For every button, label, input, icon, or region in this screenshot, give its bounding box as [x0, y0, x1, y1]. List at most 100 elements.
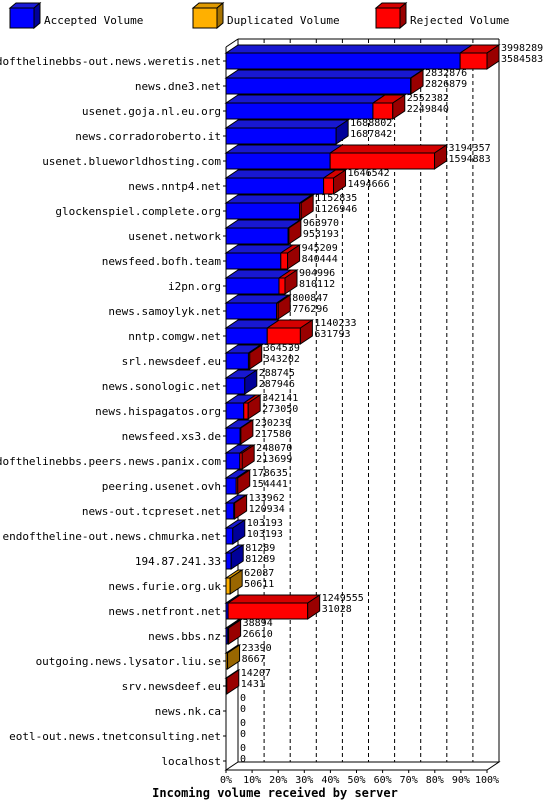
accepted-value-label: 154441 [252, 479, 288, 490]
accepted-value-label: 31028 [322, 604, 352, 615]
bar-accepted-top [224, 69, 425, 79]
accepted-value-label: 0 [240, 729, 246, 740]
bar-end-face [288, 219, 302, 245]
bar-end-face [237, 469, 251, 495]
bar-end-face [227, 644, 241, 670]
category-label: outgoing.news.lysator.liu.se [36, 655, 221, 668]
category-label: endoftheline-out.news.chmurka.net [2, 530, 221, 543]
total-value-label: 62087 [244, 568, 274, 579]
bar-end-face [392, 94, 406, 120]
labels: 0% 10% 20% 30% 40% 50% 60% 70% 80% 90% 100% endofth… [0, 43, 543, 786]
x-tick-label: 30% [295, 775, 313, 786]
total-value-label: 2832876 [425, 68, 467, 79]
category-label: news.hispagatos.org [95, 405, 221, 418]
bar-accepted [225, 127, 337, 145]
x-tick-label: 40% [321, 775, 339, 786]
bar-end-face [241, 444, 255, 470]
total-value-label: 2552382 [407, 93, 449, 104]
category-label: 194.87.241.33 [135, 555, 221, 568]
accepted-value-label: 217586 [255, 429, 291, 440]
x-tick-label: 100% [475, 775, 499, 786]
accepted-value-label: 2826879 [425, 79, 467, 90]
accepted-value-label: 26610 [243, 629, 273, 640]
x-tick-label: 70% [400, 775, 418, 786]
bar-end-face [410, 69, 424, 95]
accepted-value-label: 776296 [292, 304, 328, 315]
total-value-label: 963970 [303, 218, 339, 229]
x-tick-label: 60% [374, 775, 392, 786]
total-value-label: 23390 [242, 643, 272, 654]
bar-end-face [226, 669, 240, 695]
category-label: news.nntp4.net [128, 180, 221, 193]
total-value-label: 904996 [299, 268, 335, 279]
bar-end-face [307, 594, 321, 620]
bar-accepted [225, 352, 249, 370]
bar-end-face [247, 394, 261, 420]
bar-end-face [284, 269, 298, 295]
total-value-label: 342141 [262, 393, 298, 404]
accepted-value-label: 343202 [264, 354, 300, 365]
total-value-label: 3194357 [449, 143, 491, 154]
accepted-value-label: 103193 [247, 529, 283, 540]
total-value-label: 945209 [302, 243, 338, 254]
category-label: endofthelinebbs.peers.news.panix.com [0, 455, 221, 468]
bar-rejected-top [226, 594, 322, 604]
bar-accepted-top [224, 119, 350, 129]
accepted-value-label: 810112 [299, 279, 335, 290]
x-tick-label: 20% [269, 775, 287, 786]
x-tick-label: 80% [426, 775, 444, 786]
category-label: peering.usenet.ovh [102, 480, 221, 493]
category-label: localhost [161, 755, 221, 768]
bar-end-face [299, 319, 313, 345]
accepted-value-label: 8667 [242, 654, 266, 665]
category-label: eotl-out.news.tnetconsulting.net [9, 730, 221, 743]
bar-accepted [225, 52, 461, 70]
accepted-value-label: 1126946 [315, 204, 357, 215]
bar-rejected [278, 277, 286, 295]
bar-accepted-top [224, 169, 338, 179]
bar-accepted [225, 502, 235, 520]
x-tick-label: 50% [347, 775, 365, 786]
total-value-label: 1646542 [348, 168, 390, 179]
total-value-label: 230239 [255, 418, 291, 429]
bar-end-face [277, 294, 291, 320]
bar-accepted [225, 477, 237, 495]
accepted-value-label: 81289 [245, 554, 275, 565]
category-label: glockenspiel.complete.org [55, 205, 221, 218]
accepted-value-label: 1594883 [449, 154, 491, 165]
total-value-label: 0 [240, 743, 246, 754]
bar-rejected [243, 402, 249, 420]
accepted-value-label: 213699 [256, 454, 292, 465]
total-value-label: 248070 [256, 443, 292, 454]
total-value-label: 133962 [249, 493, 285, 504]
bar-rejected [329, 152, 436, 170]
bar-accepted [225, 277, 280, 295]
category-label: srl.newsdeef.eu [122, 355, 221, 368]
accepted-value-label: 0 [240, 704, 246, 715]
bar-end-face [234, 494, 248, 520]
bar-accepted [225, 452, 241, 470]
category-label: news.sonologic.net [102, 380, 221, 393]
bar-duplicated [225, 577, 231, 595]
bar-accepted [225, 402, 245, 420]
total-value-label: 364539 [264, 343, 300, 354]
category-label: news.nk.ca [155, 705, 221, 718]
bar-rejected [323, 177, 335, 195]
bar-accepted [225, 427, 241, 445]
category-label: usenet.goja.nl.eu.org [82, 105, 221, 118]
category-label: usenet.blueworldhosting.com [42, 155, 221, 168]
total-value-label: 3998289 [501, 43, 543, 54]
total-value-label: 800847 [292, 293, 328, 304]
bar-accepted [225, 377, 246, 395]
accepted-value-label: 1687842 [350, 129, 392, 140]
top-left-diagonal [225, 38, 239, 48]
category-label: newsfeed.xs3.de [122, 430, 221, 443]
bar-accepted [225, 227, 289, 245]
bar-accepted [225, 527, 234, 545]
x-tick-label: 0% [220, 775, 232, 786]
category-label: news.furie.org.uk [108, 580, 221, 593]
bar-accepted [225, 302, 278, 320]
bar-end-face [244, 369, 258, 395]
bar-accepted-top [224, 144, 344, 154]
bar-accepted [225, 252, 282, 270]
